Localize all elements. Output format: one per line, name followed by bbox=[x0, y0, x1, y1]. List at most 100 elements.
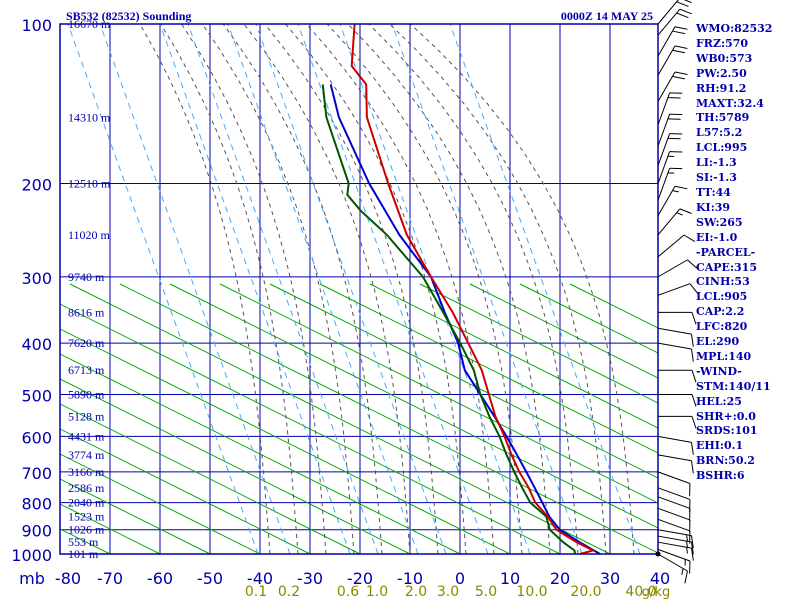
mixing-ratio-label: 10.0 bbox=[516, 584, 547, 600]
dry-adiabat bbox=[60, 328, 511, 554]
index-entry: EHI:0.1 bbox=[696, 439, 744, 453]
temperature-tick-label: 30 bbox=[600, 569, 620, 588]
index-entry: WMO:82532 bbox=[696, 22, 773, 35]
wind-barbs bbox=[655, 0, 699, 584]
dewpoint-trace bbox=[321, 84, 576, 554]
mixing-ratio-lines bbox=[67, 24, 641, 554]
wind-barb bbox=[657, 548, 691, 574]
height-label: 5890 m bbox=[68, 387, 105, 401]
plot-frame bbox=[59, 23, 659, 555]
pressure-tick-label: 100 bbox=[21, 16, 52, 35]
height-label: 2040 m bbox=[68, 496, 105, 510]
height-label: 8616 m bbox=[68, 305, 105, 319]
sounding-profiles bbox=[321, 24, 601, 554]
moist-adiabat bbox=[285, 24, 467, 554]
temperature-trace bbox=[350, 24, 596, 554]
temperature-tick-label: 10 bbox=[500, 569, 520, 588]
moist-adiabat bbox=[264, 24, 439, 554]
height-label: 12510 m bbox=[68, 177, 111, 191]
dry-adiabat bbox=[60, 403, 361, 554]
wind-barb bbox=[657, 342, 694, 362]
index-entry: L57:5.2 bbox=[696, 126, 743, 140]
index-entry: TT:44 bbox=[696, 185, 731, 199]
index-entry: SHR+:0.0 bbox=[696, 409, 756, 423]
mixing-ratio-line bbox=[67, 24, 259, 554]
mixing-ratio-line bbox=[297, 24, 489, 554]
mixing-ratio-line bbox=[449, 24, 641, 554]
temperature-tick-label: 0 bbox=[455, 569, 465, 588]
dry-adiabat bbox=[119, 283, 658, 554]
mixing-ratio-line bbox=[339, 24, 531, 554]
wind-barb bbox=[657, 71, 688, 102]
temperature-tick-label: 40 bbox=[650, 569, 670, 588]
wind-barb bbox=[657, 487, 691, 513]
dry-adiabat bbox=[60, 378, 411, 554]
dry-adiabat bbox=[469, 283, 658, 379]
pressure-tick-label: 200 bbox=[21, 176, 52, 195]
index-entry: SI:-1.3 bbox=[696, 171, 737, 185]
adiabat-lines bbox=[60, 24, 658, 554]
index-entry: KI:39 bbox=[696, 200, 731, 214]
index-entry: FRZ:570 bbox=[696, 36, 749, 50]
index-entry: LCL:995 bbox=[696, 141, 748, 155]
indices-panel: WMO:82532 FRZ:570 WB0:573 PW:2.50 RH:91.2 MAX… bbox=[696, 22, 800, 484]
wind-barb bbox=[657, 435, 694, 455]
pressure-tick-label: 900 bbox=[21, 522, 52, 541]
index-entry: LFC:820 bbox=[696, 320, 748, 334]
dry-adiabat bbox=[60, 353, 461, 554]
moist-adiabat bbox=[160, 24, 299, 554]
wind-barb bbox=[657, 208, 692, 236]
wind-barb bbox=[657, 185, 688, 216]
mixing-ratio-line bbox=[391, 24, 583, 554]
wind-barb bbox=[657, 541, 694, 561]
wind-barb bbox=[657, 518, 691, 544]
wind-barb bbox=[657, 8, 692, 36]
temperature-tick-label: -80 bbox=[55, 569, 81, 588]
mixing-ratio-line bbox=[255, 24, 447, 554]
index-entry: LI:-1.3 bbox=[696, 156, 737, 170]
dry-adiabat bbox=[60, 478, 211, 554]
wind-barb bbox=[657, 327, 694, 347]
surface-wind-marker bbox=[655, 551, 661, 557]
moist-adiabat bbox=[181, 24, 327, 554]
index-entry: SW:265 bbox=[696, 215, 743, 229]
moist-adiabat bbox=[222, 24, 383, 554]
dry-adiabat bbox=[60, 453, 261, 554]
moist-adiabat bbox=[389, 24, 607, 554]
pressure-tick-label: 300 bbox=[21, 269, 52, 288]
moist-adiabat bbox=[326, 24, 523, 554]
index-entry: CAPE:315 bbox=[696, 260, 757, 274]
wind-barb bbox=[657, 26, 688, 57]
pressure-tick-label: 1000 bbox=[11, 546, 52, 565]
temperature-tick-label: 20 bbox=[550, 569, 570, 588]
index-entry: RH:91.2 bbox=[696, 81, 747, 95]
index-entry: EL:290 bbox=[696, 335, 740, 349]
dry-adiabat bbox=[319, 283, 658, 454]
temperature-tick-label: -70 bbox=[97, 569, 123, 588]
chart-datetime: 0000Z 14 MAY 25 bbox=[561, 9, 653, 23]
index-entry: BRN:50.2 bbox=[696, 454, 755, 468]
index-entry: STM:140/11 bbox=[696, 379, 771, 393]
index-entry: LCL:905 bbox=[696, 290, 748, 304]
moist-adiabat bbox=[347, 24, 551, 554]
mixing-ratio-label: 3.0 bbox=[437, 584, 459, 600]
mixing-ratio-line bbox=[159, 24, 351, 554]
mixing-ratio-unit: g/kg bbox=[642, 585, 670, 600]
pressure-tick-label: 600 bbox=[21, 428, 52, 447]
wind-barb bbox=[657, 529, 694, 549]
mixing-ratio-label: 0.6 bbox=[337, 584, 359, 600]
wind-barb bbox=[657, 283, 699, 296]
index-entry: EI:-1.0 bbox=[696, 230, 738, 244]
index-entry: MAXT:32.4 bbox=[696, 96, 764, 110]
wind-barb bbox=[657, 0, 692, 25]
temperature-tick-label: -10 bbox=[397, 569, 423, 588]
mixing-ratio-label: 40.0 bbox=[625, 584, 656, 600]
dry-adiabat bbox=[269, 283, 658, 479]
wind-barb bbox=[658, 393, 697, 407]
moist-adiabat bbox=[243, 24, 411, 554]
mixing-ratio-label: 5.0 bbox=[475, 584, 497, 600]
height-label: 4431 m bbox=[68, 429, 105, 443]
